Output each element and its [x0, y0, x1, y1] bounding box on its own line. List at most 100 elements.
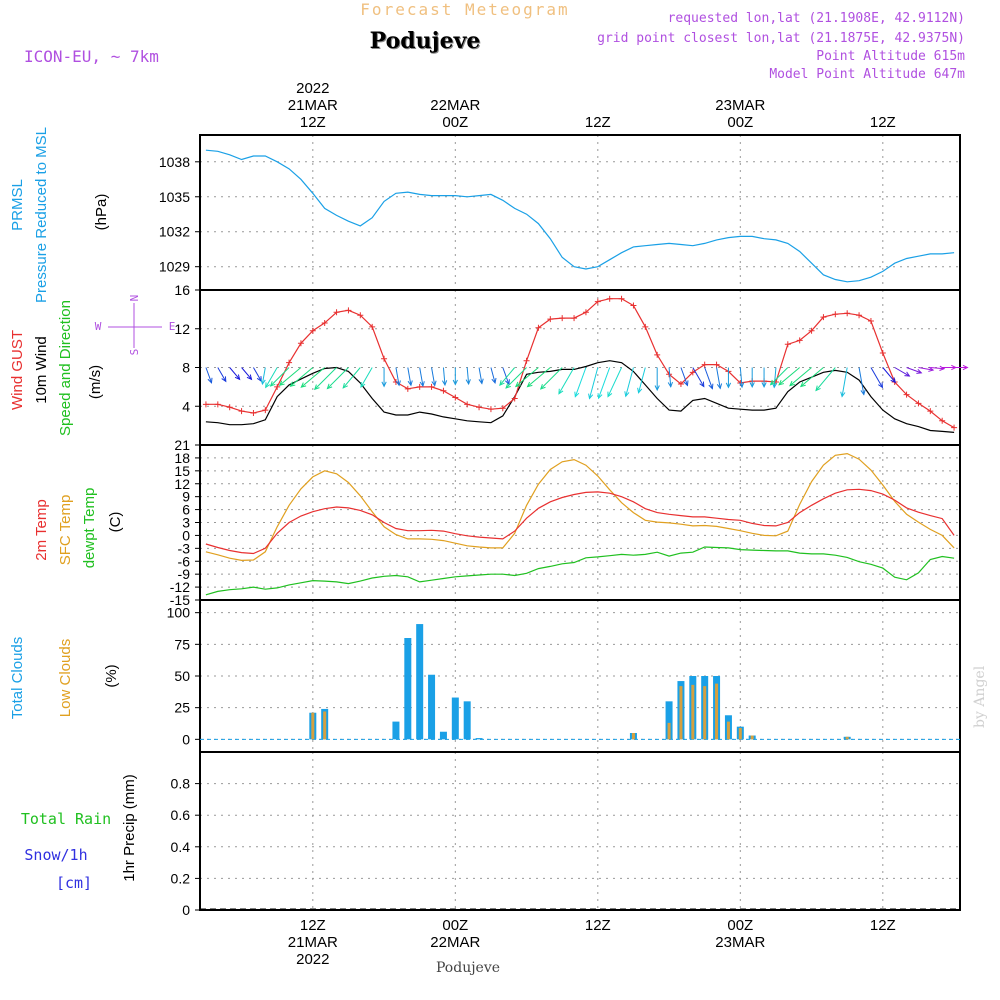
- panel-title-label: (%): [103, 664, 120, 687]
- wind-arrow: [505, 367, 527, 389]
- wind-arrow: [918, 366, 935, 372]
- wind-arrow-shaft: [558, 367, 575, 394]
- wind-arrow-head: [278, 380, 285, 387]
- wind-arrow-head: [878, 382, 884, 389]
- wind-arrow-shaft: [327, 367, 349, 389]
- wind-arrow-shaft: [789, 367, 812, 387]
- wind-arrow: [260, 367, 266, 386]
- wind-arrow-head: [360, 381, 366, 388]
- gust-marker: [618, 295, 625, 302]
- gust-marker: [476, 404, 483, 411]
- total-cloud-bar: [463, 701, 471, 740]
- gust-marker: [226, 404, 233, 411]
- wind-arrow-head: [265, 382, 271, 389]
- gust-marker: [321, 319, 328, 326]
- wind-arrow-shaft: [314, 367, 337, 390]
- wind-arrow-head: [395, 380, 401, 387]
- gust-marker: [796, 337, 803, 344]
- wind-arrow-shaft: [300, 367, 326, 388]
- wind-arrow: [431, 367, 437, 387]
- wind-arrow-head: [962, 364, 969, 371]
- wind-arrow-head: [419, 381, 425, 388]
- pressure-panel: 1029 1032 1035 1038: [159, 134, 961, 291]
- panel-titles: PRMSL Pressure Reduced to MSL (hPa) Wind GU…: [9, 127, 138, 892]
- total-cloud-bar: [428, 674, 436, 740]
- ytick-label: 6: [182, 502, 190, 518]
- ytick-label: -6: [178, 553, 191, 569]
- wind-arrow: [769, 367, 789, 386]
- time-label-top: 00Z: [727, 114, 753, 131]
- wind-arrow: [954, 364, 969, 371]
- watermark: by Angel: [972, 665, 988, 728]
- wind-arrow: [278, 367, 302, 387]
- time-label-bottom: 12Z: [585, 917, 611, 934]
- time-label-top: 00Z: [442, 114, 468, 131]
- gust-marker: [951, 424, 958, 431]
- gust-marker: [571, 315, 578, 322]
- ytick-label: 25: [174, 700, 190, 716]
- total-cloud-bar: [439, 731, 447, 740]
- gust-marker: [832, 311, 839, 318]
- wind-arrow: [229, 367, 241, 381]
- wind-arrow-shaft: [229, 367, 241, 380]
- wind-arrow-shaft: [858, 367, 865, 395]
- wind-arrow-shaft: [607, 367, 623, 397]
- panel-title-label: SFC Temp: [57, 495, 74, 566]
- time-label-top: 12Z: [300, 114, 326, 131]
- wind-arrow-head: [904, 371, 911, 377]
- wind-arrow-shaft: [241, 367, 252, 380]
- wind-arrow-head: [260, 379, 266, 386]
- wind-arrow-head: [234, 374, 241, 381]
- panel-title-label: Snow/1h: [24, 846, 87, 864]
- wind-arrow-shaft: [270, 367, 290, 387]
- gust-marker: [808, 327, 815, 334]
- wind-arrow: [313, 367, 337, 391]
- wind-arrow-head: [574, 391, 580, 398]
- total-cloud-bar: [665, 701, 673, 740]
- wind-arrow-shaft: [505, 367, 527, 389]
- wind-arrow-head: [478, 378, 484, 385]
- low-cloud-bar: [323, 711, 327, 740]
- wind-arrow-shaft: [716, 367, 721, 389]
- wind-arrow-shaft: [815, 367, 836, 391]
- location-title: Podujeve: [370, 28, 481, 54]
- wind-arrow-head: [840, 391, 846, 398]
- gust-marker: [654, 351, 661, 358]
- ytick-label: -15: [170, 592, 190, 608]
- wind-arrow-head: [441, 380, 448, 387]
- wind-arrow-head: [637, 387, 643, 394]
- wind-arrow-head: [326, 383, 333, 390]
- wind-arrow-shaft: [261, 367, 266, 385]
- wind-arrow-shaft: [625, 367, 634, 397]
- wind-arrow: [858, 367, 866, 396]
- gust-marker: [844, 310, 851, 317]
- ytick-label: -12: [170, 579, 190, 595]
- wind-arrow-shaft: [478, 367, 483, 384]
- gust-marker: [250, 410, 257, 417]
- wind-arrow-shaft: [342, 367, 361, 389]
- wind-arrow: [815, 367, 836, 392]
- panel-title-label: Total Clouds: [9, 637, 26, 720]
- wind-arrow: [637, 367, 646, 394]
- wind-arrow: [205, 367, 213, 384]
- wind-arrow-head: [588, 393, 594, 400]
- wind-arrow-shaft: [739, 367, 743, 388]
- wind-arrow-head: [452, 379, 458, 386]
- wind-arrow: [680, 367, 689, 387]
- panel-title-label: Total Rain: [21, 810, 111, 828]
- footer-location: Podujeve: [436, 960, 500, 976]
- time-label-bottom: 12Z: [300, 917, 326, 934]
- low-cloud-bar: [311, 712, 315, 740]
- wind-arrow-head: [799, 381, 806, 388]
- wind-arrow-head: [815, 385, 821, 392]
- wind-arrow-shaft: [431, 367, 436, 386]
- wind-arrow-shaft: [574, 367, 587, 397]
- wind-arrow: [725, 367, 732, 389]
- wind-arrow-head: [739, 382, 745, 389]
- wind-arrow-shaft: [442, 367, 446, 386]
- wind-arrow-head: [289, 381, 296, 388]
- model-altitude: Model Point Altitude 647m: [769, 67, 965, 82]
- wind-arrow-shaft: [589, 367, 599, 399]
- wind-arrow-shaft: [540, 367, 563, 390]
